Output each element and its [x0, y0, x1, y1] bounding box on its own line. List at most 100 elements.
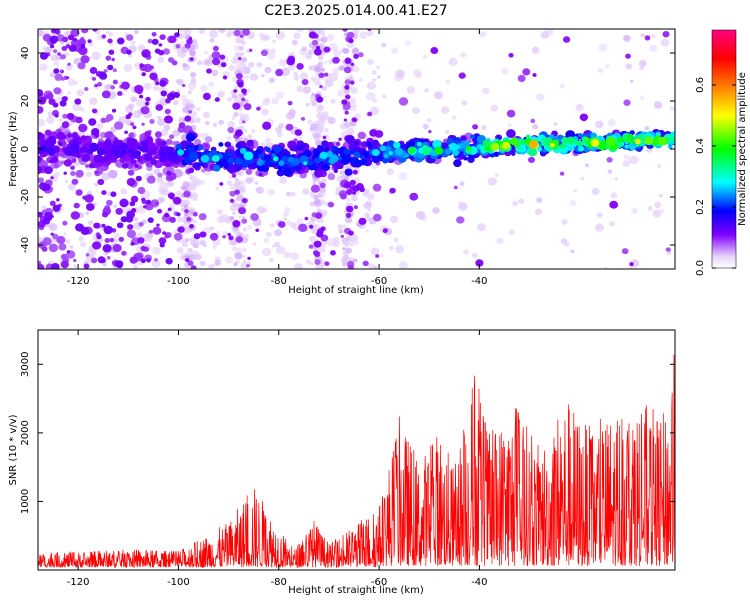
spectrogram-blob-1152: [623, 35, 630, 41]
spectrogram-blob-911: [238, 93, 243, 98]
spectrogram-blob-2927: [143, 152, 153, 162]
spectrogram-blob-2359: [54, 29, 61, 35]
spectrogram-blob-2625: [235, 129, 243, 137]
spectrogram-blob-44: [649, 44, 658, 52]
spectrogram-blob-1955: [121, 250, 127, 256]
spectrogram-blob-133: [536, 93, 545, 101]
spectrogram-blob-825: [249, 73, 258, 81]
spectrogram-blob-946: [212, 122, 218, 127]
spectrogram-blob-2655: [214, 97, 220, 102]
spectrogram-blob-808: [260, 34, 268, 41]
spectrogram-blob-364: [244, 75, 250, 80]
spectrogram-blob-876: [283, 217, 288, 221]
spectrogram-blob-4614: [629, 145, 636, 151]
spectrogram-blob-3376: [459, 153, 465, 159]
spectrogram-blob-1125: [60, 41, 64, 45]
spectrogram-blob-3240: [97, 147, 106, 156]
spectrogram-blob-2339: [83, 263, 90, 269]
spectrogram-blob-4495: [590, 132, 597, 139]
spectrogram-blob-3614: [344, 168, 353, 176]
spectrogram-blob-1461: [154, 258, 158, 262]
spectrogram-blob-954: [187, 90, 192, 95]
spectrogram-blob-1973: [522, 68, 531, 76]
spectrogram-blob-1682: [85, 253, 90, 257]
spectrogram-blob-4878: [528, 148, 537, 157]
spectrogram-blob-367: [353, 29, 360, 35]
spectrogram-blob-4707: [578, 146, 585, 152]
spectrogram-blob-709: [440, 106, 450, 114]
spectrogram-blob-955: [261, 73, 265, 78]
spectrogram-blob-2499: [93, 222, 100, 229]
spectrogram-blob-4600: [239, 147, 247, 154]
spectrogram-blob-923: [364, 212, 370, 218]
spectrogram-blob-2011: [241, 97, 246, 102]
spectrogram-blob-569: [346, 127, 355, 135]
spectrogram-blob-594: [628, 155, 639, 165]
spectrogram-blob-1193: [244, 99, 249, 104]
spectrogram-blob-1038: [176, 79, 184, 86]
spectrogram-blob-3828: [493, 151, 500, 157]
spectrogram-blob-2537: [80, 135, 87, 141]
spectrogram-blob-4499: [404, 153, 410, 158]
spectrogram-blob-2005: [152, 226, 162, 235]
spectrogram-blob-1209: [184, 238, 189, 243]
spectrogram-blob-1849: [81, 29, 89, 34]
spectrogram-blob-1731: [517, 74, 526, 83]
spectrogram-blob-651: [275, 31, 285, 40]
spectrogram-blob-465: [386, 168, 394, 175]
spectrogram-blob-727: [444, 129, 450, 134]
spectrogram-blob-4966: [627, 133, 634, 140]
spectrogram-blob-2863: [160, 90, 168, 97]
spectrogram-blob-4243: [337, 156, 342, 161]
spectrogram-blob-10: [639, 95, 645, 100]
spectrogram-blob-3228: [137, 145, 142, 150]
spectrogram-blob-3415: [353, 140, 360, 146]
spectrogram-blob-2112: [367, 111, 373, 117]
spectrogram-blob-2663: [314, 48, 322, 56]
spectrogram-blob-534: [388, 246, 394, 251]
spectrogram-blob-1484: [149, 119, 155, 124]
spectrogram-blob-3179: [336, 163, 344, 169]
spectrogram-blob-158: [279, 58, 288, 67]
spectrogram-blob-1173: [338, 229, 344, 234]
spectrogram-blob-1802: [222, 235, 227, 239]
spectrogram-blob-2334: [61, 121, 70, 129]
spectrogram-blob-830: [209, 29, 219, 39]
spectrogram-blob-4736: [537, 147, 543, 152]
spectrogram-blob-2803: [107, 64, 114, 71]
spectrogram-blob-562: [65, 239, 71, 244]
spectrogram-blob-1144: [218, 29, 226, 34]
spectrogram-blob-2784: [167, 207, 172, 211]
spectrogram-blob-2335: [141, 197, 146, 202]
spectrogram-blob-563: [261, 108, 269, 116]
spectrogram-blob-3743: [565, 130, 575, 139]
spectrogram-blob-1096: [432, 207, 440, 214]
spectrogram-blob-2742: [119, 198, 129, 208]
spectrogram-blob-134: [479, 31, 487, 38]
spectrogram-blob-2370: [137, 237, 145, 244]
spectrogram-blob-128: [573, 188, 578, 193]
spectrogram-blob-2836: [115, 260, 124, 268]
spectrogram-blob-1120: [607, 169, 613, 174]
spectrogram-blob-1015: [307, 49, 314, 55]
spectrogram-blob-223: [398, 261, 408, 269]
spectrogram-blob-277: [372, 98, 378, 103]
spectrogram-blob-824: [594, 223, 604, 232]
spectrogram-blob-4118: [361, 155, 365, 159]
spectrogram-blob-1077: [317, 208, 321, 212]
spectrogram-blob-3450: [511, 151, 516, 156]
spectrogram-blob-2617: [345, 183, 350, 187]
spectrogram-blob-2931: [139, 94, 144, 99]
spectrogram-blob-974: [190, 78, 197, 84]
spectrogram-blob-2218: [144, 131, 151, 137]
spectrogram-blob-2062: [149, 65, 154, 70]
spectrogram-blob-2410: [127, 224, 134, 230]
spectrogram-blob-1043: [342, 254, 350, 261]
spectrogram-blob-2697: [66, 133, 73, 138]
spectrogram-blob-949: [553, 122, 558, 126]
spectrogram-blob-2100: [73, 202, 80, 209]
spectrogram-blob-2419: [149, 72, 158, 81]
spectrogram-blob-1191: [321, 67, 326, 72]
spectrogram-blob-704: [197, 60, 203, 65]
spectrogram-blob-2352: [344, 57, 351, 64]
